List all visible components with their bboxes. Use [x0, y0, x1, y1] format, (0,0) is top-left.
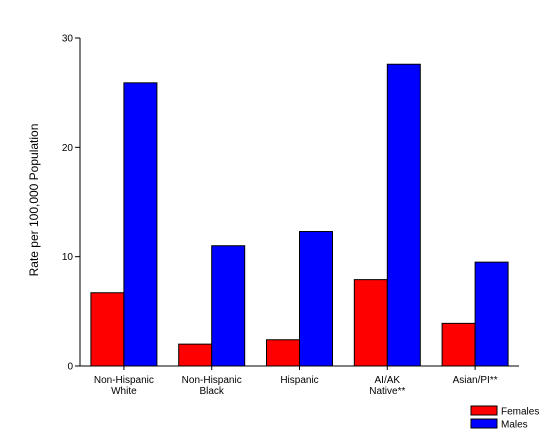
bar-females — [178, 343, 213, 367]
y-tick-label: 0 — [67, 362, 73, 373]
x-category-label-line: Non-Hispanic — [182, 375, 242, 386]
legend-label-females: Females — [501, 407, 539, 418]
bar-males — [386, 63, 421, 367]
bar-females — [90, 292, 125, 367]
x-category-label-line: Asian/PI** — [453, 375, 498, 386]
x-category-label: AI/AK Native** — [369, 375, 405, 397]
x-category-label: Hispanic — [280, 375, 318, 386]
bar-females — [266, 339, 300, 367]
x-category-label: Non-Hispanic White — [94, 375, 154, 397]
y-tick-label: 10 — [62, 252, 74, 263]
bar-males — [211, 245, 246, 367]
x-category-label: Non-Hispanic Black — [182, 375, 242, 397]
x-category-label-line: Black — [199, 386, 224, 397]
bar-males — [474, 261, 509, 367]
bar-males — [123, 82, 158, 367]
bar-females — [441, 322, 476, 367]
x-category-label: Asian/PI** — [453, 375, 498, 386]
legend-swatch-females — [470, 405, 498, 416]
bar-females — [353, 279, 388, 367]
x-category-label-line: Native** — [369, 386, 405, 397]
y-tick-label: 20 — [62, 143, 74, 154]
bar-males — [299, 231, 333, 367]
bars — [90, 63, 509, 367]
legend-swatch-males — [470, 418, 498, 429]
x-category-label-line: Non-Hispanic — [94, 375, 154, 386]
legend: Females Males — [470, 405, 539, 431]
y-tick-label: 30 — [62, 34, 74, 45]
x-category-label-line: Hispanic — [280, 375, 318, 386]
x-category-label-line: White — [111, 386, 137, 397]
y-axis-label: Rate per 100,000 Population — [27, 124, 41, 277]
legend-label-males: Males — [501, 420, 528, 431]
x-category-label-line: AI/AK — [375, 375, 401, 386]
